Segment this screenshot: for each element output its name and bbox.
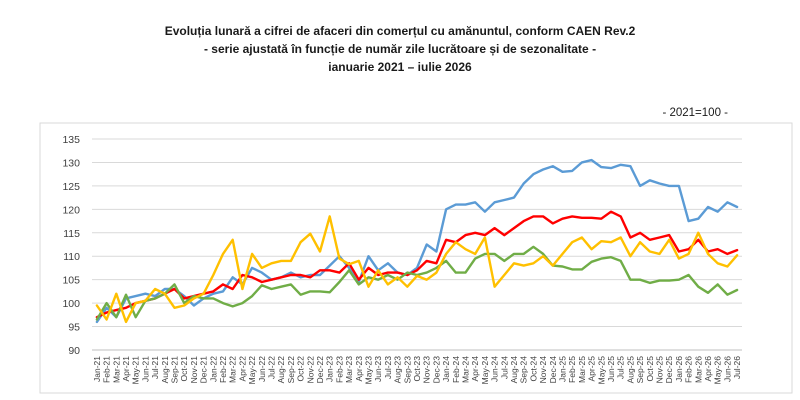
x-tick-label: May-26 xyxy=(713,356,723,385)
x-tick-label: Sep-23 xyxy=(402,356,412,384)
x-tick-label: Sep-22 xyxy=(286,356,296,384)
x-tick-label: Sep-24 xyxy=(519,356,529,384)
x-tick-label: Dec-24 xyxy=(548,356,558,384)
x-tick-label: Dec-25 xyxy=(664,356,674,384)
x-tick-label: Mar-24 xyxy=(461,356,471,383)
x-tick-label: Sep-25 xyxy=(635,356,645,384)
x-tick-label: Aug-21 xyxy=(160,356,170,384)
x-tick-label: Jun-23 xyxy=(373,356,383,382)
x-tick-label: Jan-26 xyxy=(674,356,684,382)
x-tick-label: Feb-23 xyxy=(334,356,344,383)
x-tick-label: May-24 xyxy=(480,356,490,385)
x-tick-label: Jan-24 xyxy=(441,356,451,382)
series-line-2 xyxy=(95,210,739,319)
x-tick-label: Mar-22 xyxy=(228,356,238,383)
x-tick-label: Jul-26 xyxy=(732,356,742,379)
y-tick-label: 135 xyxy=(62,134,80,146)
x-tick-label: Nov-22 xyxy=(305,356,315,384)
x-tick-label: Jun-25 xyxy=(606,356,616,382)
chart-subtitle: - serie ajustată în funcție de număr zil… xyxy=(203,42,597,56)
x-tick-label: Feb-25 xyxy=(567,356,577,383)
x-tick-label: Apr-24 xyxy=(470,356,480,382)
x-tick-label: Mar-21 xyxy=(111,356,121,383)
x-tick-label: May-21 xyxy=(131,356,141,385)
x-tick-label: Aug-22 xyxy=(276,356,286,384)
y-tick-label: 95 xyxy=(68,322,80,334)
x-tick-label: Apr-23 xyxy=(354,356,364,382)
x-tick-label: Oct-23 xyxy=(412,356,422,382)
x-tick-label: Jun-26 xyxy=(722,356,732,382)
x-tick-label: Jul-24 xyxy=(499,356,509,379)
x-tick-label: Jun-22 xyxy=(257,356,267,382)
y-tick-label: 100 xyxy=(62,298,80,310)
x-tick-label: Dec-22 xyxy=(315,356,325,384)
x-tick-label: Apr-21 xyxy=(121,356,131,382)
x-tick-label: Dec-23 xyxy=(431,356,441,384)
x-tick-label: Aug-23 xyxy=(393,356,403,384)
x-tick-label: Jul-21 xyxy=(150,356,160,379)
x-tick-label: Jan-23 xyxy=(325,356,335,382)
y-tick-label: 130 xyxy=(62,157,80,169)
x-tick-label: Aug-25 xyxy=(625,356,635,384)
chart-title: Evoluția lunară a cifrei de afaceri din … xyxy=(164,24,636,38)
x-tick-label: May-22 xyxy=(247,356,257,385)
x-tick-label: Nov-24 xyxy=(538,356,548,384)
x-tick-label: Mar-23 xyxy=(344,356,354,383)
x-tick-label: Jul-23 xyxy=(383,356,393,379)
x-tick-label: Oct-22 xyxy=(296,356,306,382)
y-tick-label: 125 xyxy=(62,181,80,193)
x-tick-label: May-23 xyxy=(363,356,373,385)
x-tick-label: Nov-21 xyxy=(189,356,199,384)
plot-area-border xyxy=(39,122,793,394)
x-tick-label: Feb-24 xyxy=(451,356,461,383)
x-tick-label: Jan-25 xyxy=(558,356,568,382)
x-tick-label: Oct-24 xyxy=(528,356,538,382)
x-tick-label: Nov-23 xyxy=(422,356,432,384)
x-tick-label: Feb-21 xyxy=(102,356,112,383)
y-tick-label: 90 xyxy=(68,345,80,357)
x-tick-label: Apr-26 xyxy=(703,356,713,382)
x-tick-label: Aug-24 xyxy=(509,356,519,384)
x-tick-label: Apr-25 xyxy=(587,356,597,382)
x-tick-label: Jul-22 xyxy=(266,356,276,379)
x-tick-label: Feb-22 xyxy=(218,356,228,383)
x-tick-label: May-25 xyxy=(596,356,606,385)
y-tick-label: 120 xyxy=(62,204,80,216)
y-tick-label: 115 xyxy=(63,228,80,240)
x-tick-label: Jul-25 xyxy=(616,356,626,379)
chart-title-block: Evoluția lunară a cifrei de afaceri din … xyxy=(0,22,800,76)
x-tick-label: Dec-21 xyxy=(199,356,209,384)
x-tick-label: Sep-21 xyxy=(169,356,179,384)
x-tick-label: Nov-25 xyxy=(655,356,665,384)
x-tick-label: Mar-25 xyxy=(577,356,587,383)
x-tick-label: Jan-22 xyxy=(208,356,218,382)
x-tick-label: Oct-21 xyxy=(179,356,189,382)
x-tick-label: Apr-22 xyxy=(237,356,247,382)
x-tick-label: Oct-25 xyxy=(645,356,655,382)
x-tick-label: Jun-24 xyxy=(490,356,500,382)
y-tick-label: 105 xyxy=(62,275,80,287)
x-tick-label: Feb-26 xyxy=(684,356,694,383)
x-tick-label: Mar-26 xyxy=(693,356,703,383)
series-line-4 xyxy=(95,215,739,324)
x-tick-label: Jun-21 xyxy=(140,356,150,382)
chart-period: ianuarie 2021 – iulie 2026 xyxy=(328,60,472,74)
unit-label: - 2021=100 - xyxy=(662,107,728,119)
series-line-3 xyxy=(95,245,739,321)
y-tick-label: 110 xyxy=(63,251,80,263)
x-tick-label: Jan-21 xyxy=(92,356,102,382)
